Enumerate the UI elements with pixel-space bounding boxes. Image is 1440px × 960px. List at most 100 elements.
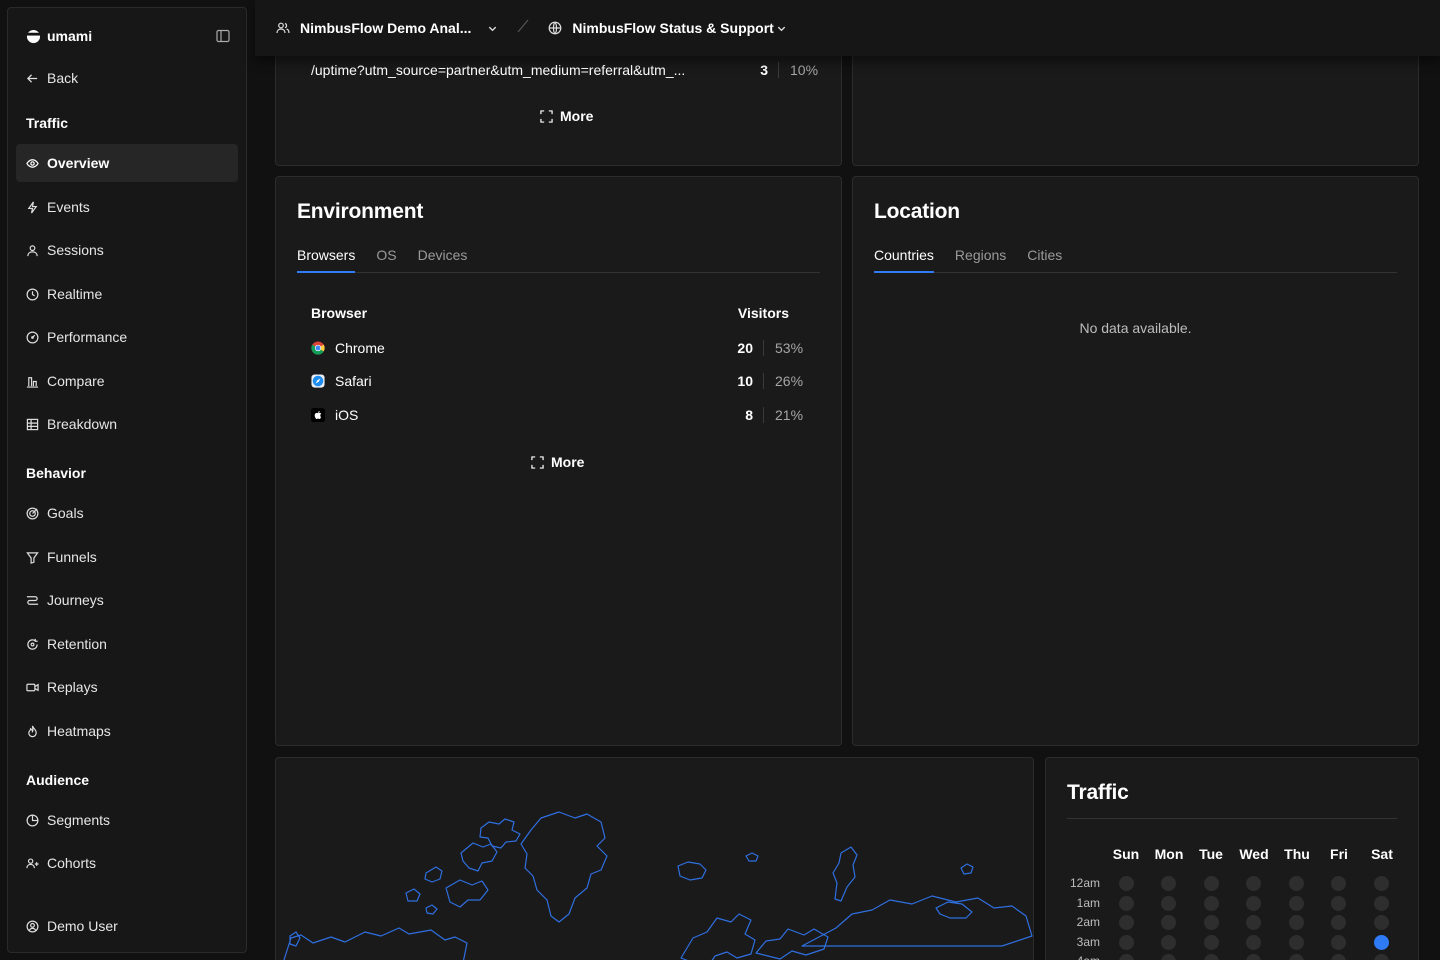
heatmap-cell[interactable] bbox=[1374, 954, 1389, 960]
sidebar-item-breakdown[interactable]: Breakdown bbox=[16, 405, 238, 443]
map-region-europe[interactable] bbox=[755, 928, 829, 960]
umami-logo-icon bbox=[26, 29, 41, 43]
column-header-visitors[interactable]: Visitors bbox=[737, 305, 789, 321]
sidebar-item-compare[interactable]: Compare bbox=[16, 362, 238, 400]
sidebar-item-heatmaps[interactable]: Heatmaps bbox=[16, 712, 238, 750]
map-region-canada-arctic[interactable] bbox=[460, 842, 498, 872]
map-region-svalbard[interactable] bbox=[745, 852, 759, 862]
heatmap-cell[interactable] bbox=[1161, 915, 1176, 930]
tab-regions[interactable]: Regions bbox=[954, 247, 1007, 263]
heatmap-cell[interactable] bbox=[1246, 876, 1261, 891]
heatmap-cell[interactable] bbox=[1289, 915, 1304, 930]
heatmap-cell[interactable] bbox=[1119, 876, 1134, 891]
heatmap-cell[interactable] bbox=[1331, 876, 1346, 891]
table-row[interactable]: Safari 10 26% bbox=[311, 369, 806, 393]
heatmap-cell[interactable] bbox=[1289, 954, 1304, 960]
heatmap-cell[interactable] bbox=[1161, 896, 1176, 911]
sidebar-item-funnels[interactable]: Funnels bbox=[16, 538, 238, 576]
tab-countries[interactable]: Countries bbox=[874, 245, 934, 273]
heatmap-cell[interactable] bbox=[1204, 935, 1219, 950]
heatmap-cell[interactable] bbox=[1119, 896, 1134, 911]
sidebar-item-replays[interactable]: Replays bbox=[16, 668, 238, 706]
heatmap-cell[interactable] bbox=[1204, 954, 1219, 960]
brand-logo[interactable]: umami bbox=[26, 28, 92, 44]
user-menu[interactable]: Demo User bbox=[16, 908, 238, 944]
heatmap-cell[interactable] bbox=[1289, 896, 1304, 911]
sidebar-item-goals[interactable]: Goals bbox=[16, 494, 238, 532]
tab-os[interactable]: OS bbox=[376, 247, 397, 263]
grid-icon bbox=[26, 418, 39, 430]
map-region-greenland[interactable] bbox=[520, 811, 608, 923]
table-row[interactable]: iOS 8 21% bbox=[311, 403, 806, 427]
map-region-canada-arctic[interactable] bbox=[445, 879, 489, 908]
map-region-europe[interactable] bbox=[680, 913, 756, 960]
map-region-canada-arctic[interactable] bbox=[424, 866, 443, 883]
sidebar-item-cohorts[interactable]: Cohorts bbox=[16, 844, 238, 882]
heatmap-cell[interactable] bbox=[1289, 935, 1304, 950]
world-map[interactable] bbox=[276, 758, 1034, 960]
heatmap-cell[interactable] bbox=[1119, 935, 1134, 950]
map-region-russia[interactable] bbox=[801, 895, 1033, 947]
heatmap-cell[interactable] bbox=[1246, 935, 1261, 950]
table-row[interactable]: Chrome 20 53% bbox=[311, 336, 806, 360]
sidebar-item-journeys[interactable]: Journeys bbox=[16, 581, 238, 619]
heatmap-cell[interactable] bbox=[1331, 915, 1346, 930]
website-selector[interactable]: NimbusFlow Status & Support bbox=[548, 20, 786, 36]
sidebar-item-overview[interactable]: Overview bbox=[16, 144, 238, 182]
table-row[interactable]: /uptime?utm_source=partner&utm_medium=re… bbox=[311, 58, 821, 82]
sidebar-item-realtime[interactable]: Realtime bbox=[16, 275, 238, 313]
lightning-icon bbox=[27, 201, 38, 213]
heatmap-hour-label: 12am bbox=[1069, 876, 1100, 890]
sidebar: umami Back Traffic Overview Events Sessi… bbox=[7, 7, 247, 953]
map-region-iceland[interactable] bbox=[677, 861, 707, 881]
heatmap-cell[interactable] bbox=[1161, 935, 1176, 950]
tab-cities[interactable]: Cities bbox=[1027, 247, 1063, 263]
heatmap-cell[interactable] bbox=[1374, 876, 1389, 891]
user-icon bbox=[27, 244, 38, 256]
sidebar-item-sessions[interactable]: Sessions bbox=[16, 231, 238, 269]
map-region-canada-arctic[interactable] bbox=[479, 818, 521, 849]
video-icon bbox=[26, 683, 39, 691]
sidebar-collapse-icon[interactable] bbox=[216, 29, 230, 43]
heatmap-cell[interactable] bbox=[1374, 915, 1389, 930]
heatmap-cell[interactable] bbox=[1161, 954, 1176, 960]
map-region-canada-arctic[interactable] bbox=[405, 888, 421, 902]
heatmap-day-thu: Thu bbox=[1284, 846, 1310, 862]
heatmap-cell[interactable] bbox=[1204, 876, 1219, 891]
heatmap-cell[interactable] bbox=[1331, 954, 1346, 960]
heatmap-cell[interactable] bbox=[1246, 915, 1261, 930]
heatmap-cell[interactable] bbox=[1119, 954, 1134, 960]
heatmap-cell[interactable] bbox=[1204, 915, 1219, 930]
heatmap-cell[interactable] bbox=[1119, 915, 1134, 930]
map-region-canada-north[interactable] bbox=[283, 927, 468, 960]
heatmap-cell[interactable] bbox=[1374, 896, 1389, 911]
tab-browsers[interactable]: Browsers bbox=[297, 245, 356, 273]
heatmap-cell[interactable] bbox=[1331, 935, 1346, 950]
heatmap-cell[interactable] bbox=[1161, 876, 1176, 891]
environment-more-button[interactable]: More bbox=[531, 454, 584, 470]
sidebar-item-segments[interactable]: Segments bbox=[16, 801, 238, 839]
heatmap-cell[interactable] bbox=[1246, 896, 1261, 911]
back-label: Back bbox=[47, 70, 79, 86]
sidebar-item-retention[interactable]: Retention bbox=[16, 625, 238, 663]
heatmap-day-wed: Wed bbox=[1239, 846, 1269, 862]
map-region-canada-arctic[interactable] bbox=[425, 904, 438, 915]
heatmap-cell[interactable] bbox=[1289, 876, 1304, 891]
team-selector[interactable]: NimbusFlow Demo Anal... bbox=[276, 20, 498, 36]
heatmap-cell[interactable] bbox=[1331, 896, 1346, 911]
heatmap-cell[interactable] bbox=[1204, 896, 1219, 911]
sidebar-item-performance[interactable]: Performance bbox=[16, 318, 238, 356]
map-region-alaska[interactable] bbox=[289, 931, 301, 947]
map-region-new-siberian-islands[interactable] bbox=[960, 863, 974, 875]
back-button[interactable]: Back bbox=[16, 59, 238, 97]
sidebar-item-events[interactable]: Events bbox=[16, 188, 238, 226]
gauge-icon bbox=[26, 331, 39, 343]
pages-more-button[interactable]: More bbox=[540, 108, 593, 124]
sidebar-header: umami bbox=[8, 8, 246, 64]
row-count: 3 bbox=[760, 62, 768, 78]
tab-devices[interactable]: Devices bbox=[417, 247, 468, 263]
heatmap-cell[interactable] bbox=[1374, 935, 1389, 950]
heatmap-cell[interactable] bbox=[1246, 954, 1261, 960]
map-region-severnaya-zemlya[interactable] bbox=[935, 901, 973, 919]
map-region-novaya-zemlya[interactable] bbox=[832, 846, 858, 902]
